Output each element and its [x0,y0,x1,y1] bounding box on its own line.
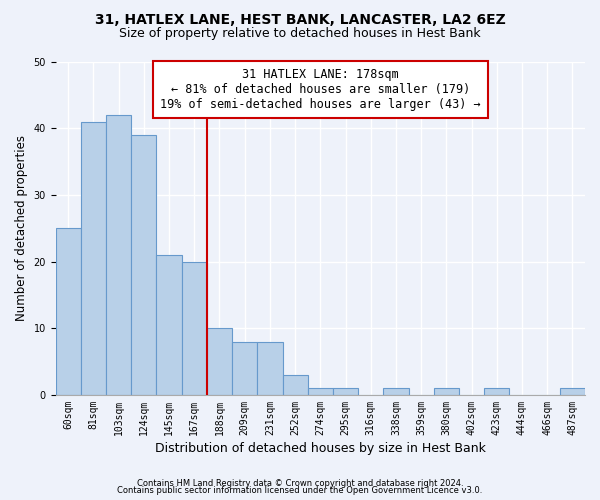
Bar [157,255,182,395]
Bar [333,388,358,395]
Bar [484,388,509,395]
Bar [131,135,157,395]
Bar [283,375,308,395]
Bar [106,115,131,395]
Text: Contains public sector information licensed under the Open Government Licence v3: Contains public sector information licen… [118,486,482,495]
Bar [434,388,459,395]
Bar [560,388,585,395]
Text: Size of property relative to detached houses in Hest Bank: Size of property relative to detached ho… [119,28,481,40]
Text: Contains HM Land Registry data © Crown copyright and database right 2024.: Contains HM Land Registry data © Crown c… [137,478,463,488]
Text: 31, HATLEX LANE, HEST BANK, LANCASTER, LA2 6EZ: 31, HATLEX LANE, HEST BANK, LANCASTER, L… [95,12,505,26]
Bar [81,122,106,395]
Bar [257,342,283,395]
Bar [383,388,409,395]
Bar [308,388,333,395]
X-axis label: Distribution of detached houses by size in Hest Bank: Distribution of detached houses by size … [155,442,486,455]
Bar [207,328,232,395]
Bar [232,342,257,395]
Y-axis label: Number of detached properties: Number of detached properties [15,135,28,321]
Bar [56,228,81,395]
Bar [182,262,207,395]
Text: 31 HATLEX LANE: 178sqm
← 81% of detached houses are smaller (179)
19% of semi-de: 31 HATLEX LANE: 178sqm ← 81% of detached… [160,68,481,111]
